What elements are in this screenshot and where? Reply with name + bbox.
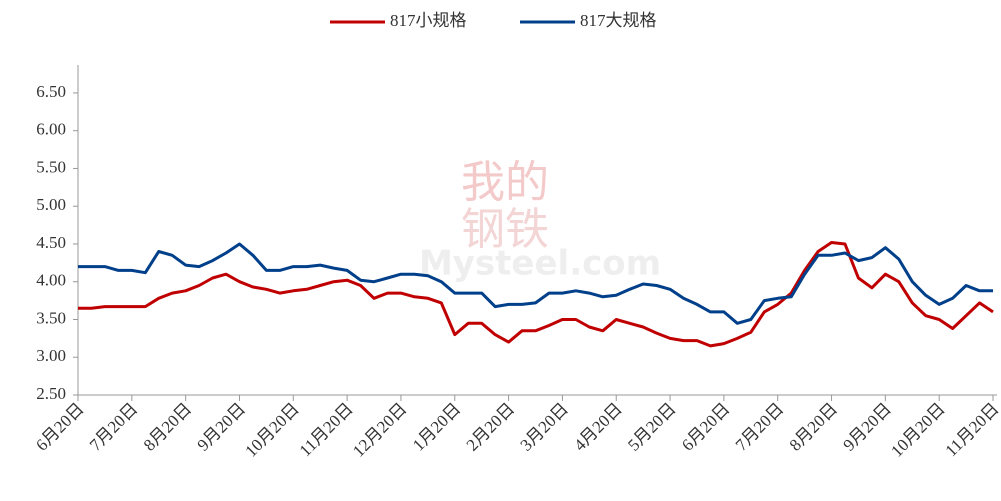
x-tick-label: 11月20日 (942, 399, 1001, 460)
x-tick-label: 8月20日 (140, 399, 196, 455)
x-tick-label: 7月20日 (86, 399, 142, 455)
x-tick-label: 3月20日 (516, 399, 572, 455)
y-tick-label: 3.50 (36, 308, 66, 327)
x-tick-label: 12月20日 (349, 399, 411, 461)
x-tick-label: 6月20日 (32, 399, 88, 455)
x-tick-label: 11月20日 (296, 399, 357, 460)
x-tick-label: 10月20日 (887, 399, 949, 461)
x-tick-label: 9月20日 (194, 399, 250, 455)
x-tick-label: 8月20日 (786, 399, 842, 455)
y-tick-label: 6.50 (36, 82, 66, 101)
watermark: Mysteel.com (419, 244, 661, 284)
y-tick-label: 5.50 (36, 157, 66, 176)
x-tick-label: 10月20日 (241, 399, 303, 461)
x-tick-label: 5月20日 (624, 399, 680, 455)
legend-label: 817小规格 (390, 11, 467, 30)
y-tick-label: 4.00 (36, 271, 66, 290)
watermark: 钢铁 (461, 204, 549, 255)
x-tick-label: 9月20日 (839, 399, 895, 455)
y-tick-label: 3.00 (36, 346, 66, 365)
x-tick-label: 6月20日 (678, 399, 734, 455)
x-tick-label: 4月20日 (570, 399, 626, 455)
watermark: 我的 (461, 157, 549, 208)
y-tick-label: 2.50 (36, 384, 66, 403)
y-tick-label: 4.50 (36, 233, 66, 252)
y-tick-label: 6.00 (36, 120, 66, 139)
y-tick-label: 5.00 (36, 195, 66, 214)
x-tick-label: 1月20日 (409, 399, 465, 455)
line-series (78, 241, 994, 348)
x-tick-label: 2月20日 (463, 399, 519, 455)
legend-label: 817大规格 (580, 11, 657, 30)
x-tick-label: 7月20日 (732, 399, 788, 455)
line-series (78, 242, 993, 325)
